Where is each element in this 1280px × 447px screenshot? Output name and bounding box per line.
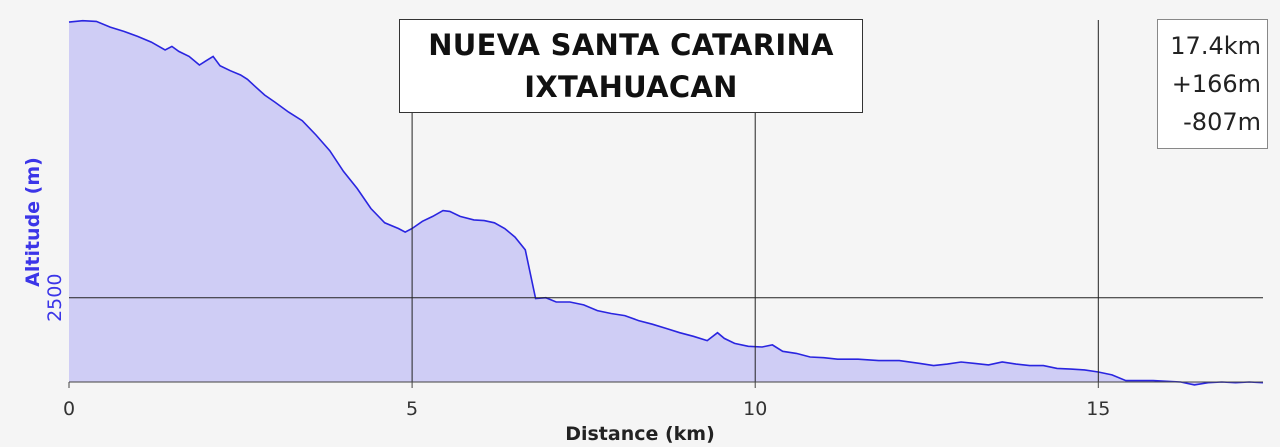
route-title-box: NUEVA SANTA CATARINA IXTAHUACAN bbox=[399, 19, 863, 113]
x-ticks: 0 5 10 15 bbox=[63, 382, 1110, 420]
stat-elevation-gain: +166m bbox=[1171, 70, 1261, 98]
route-title-line-2: IXTAHUACAN bbox=[524, 70, 738, 104]
stat-elevation-loss: -807m bbox=[1183, 108, 1261, 136]
altitude-area bbox=[69, 20, 1263, 385]
x-tick-label: 0 bbox=[63, 398, 75, 420]
altitude-line bbox=[68, 19, 1264, 386]
y-tick-label: 2500 bbox=[44, 274, 66, 322]
route-title-line-1: NUEVA SANTA CATARINA bbox=[428, 28, 834, 62]
x-tick-label: 15 bbox=[1086, 398, 1110, 420]
y-axis-label: Altitude (m) bbox=[22, 157, 44, 287]
y-ticks: 2500 bbox=[44, 274, 66, 322]
route-stats-box: 17.4km +166m -807m bbox=[1157, 19, 1268, 149]
x-axis-label: Distance (km) bbox=[565, 423, 715, 445]
x-tick-label: 10 bbox=[743, 398, 767, 420]
stat-distance: 17.4km bbox=[1170, 32, 1261, 60]
x-tick-label: 5 bbox=[406, 398, 418, 420]
